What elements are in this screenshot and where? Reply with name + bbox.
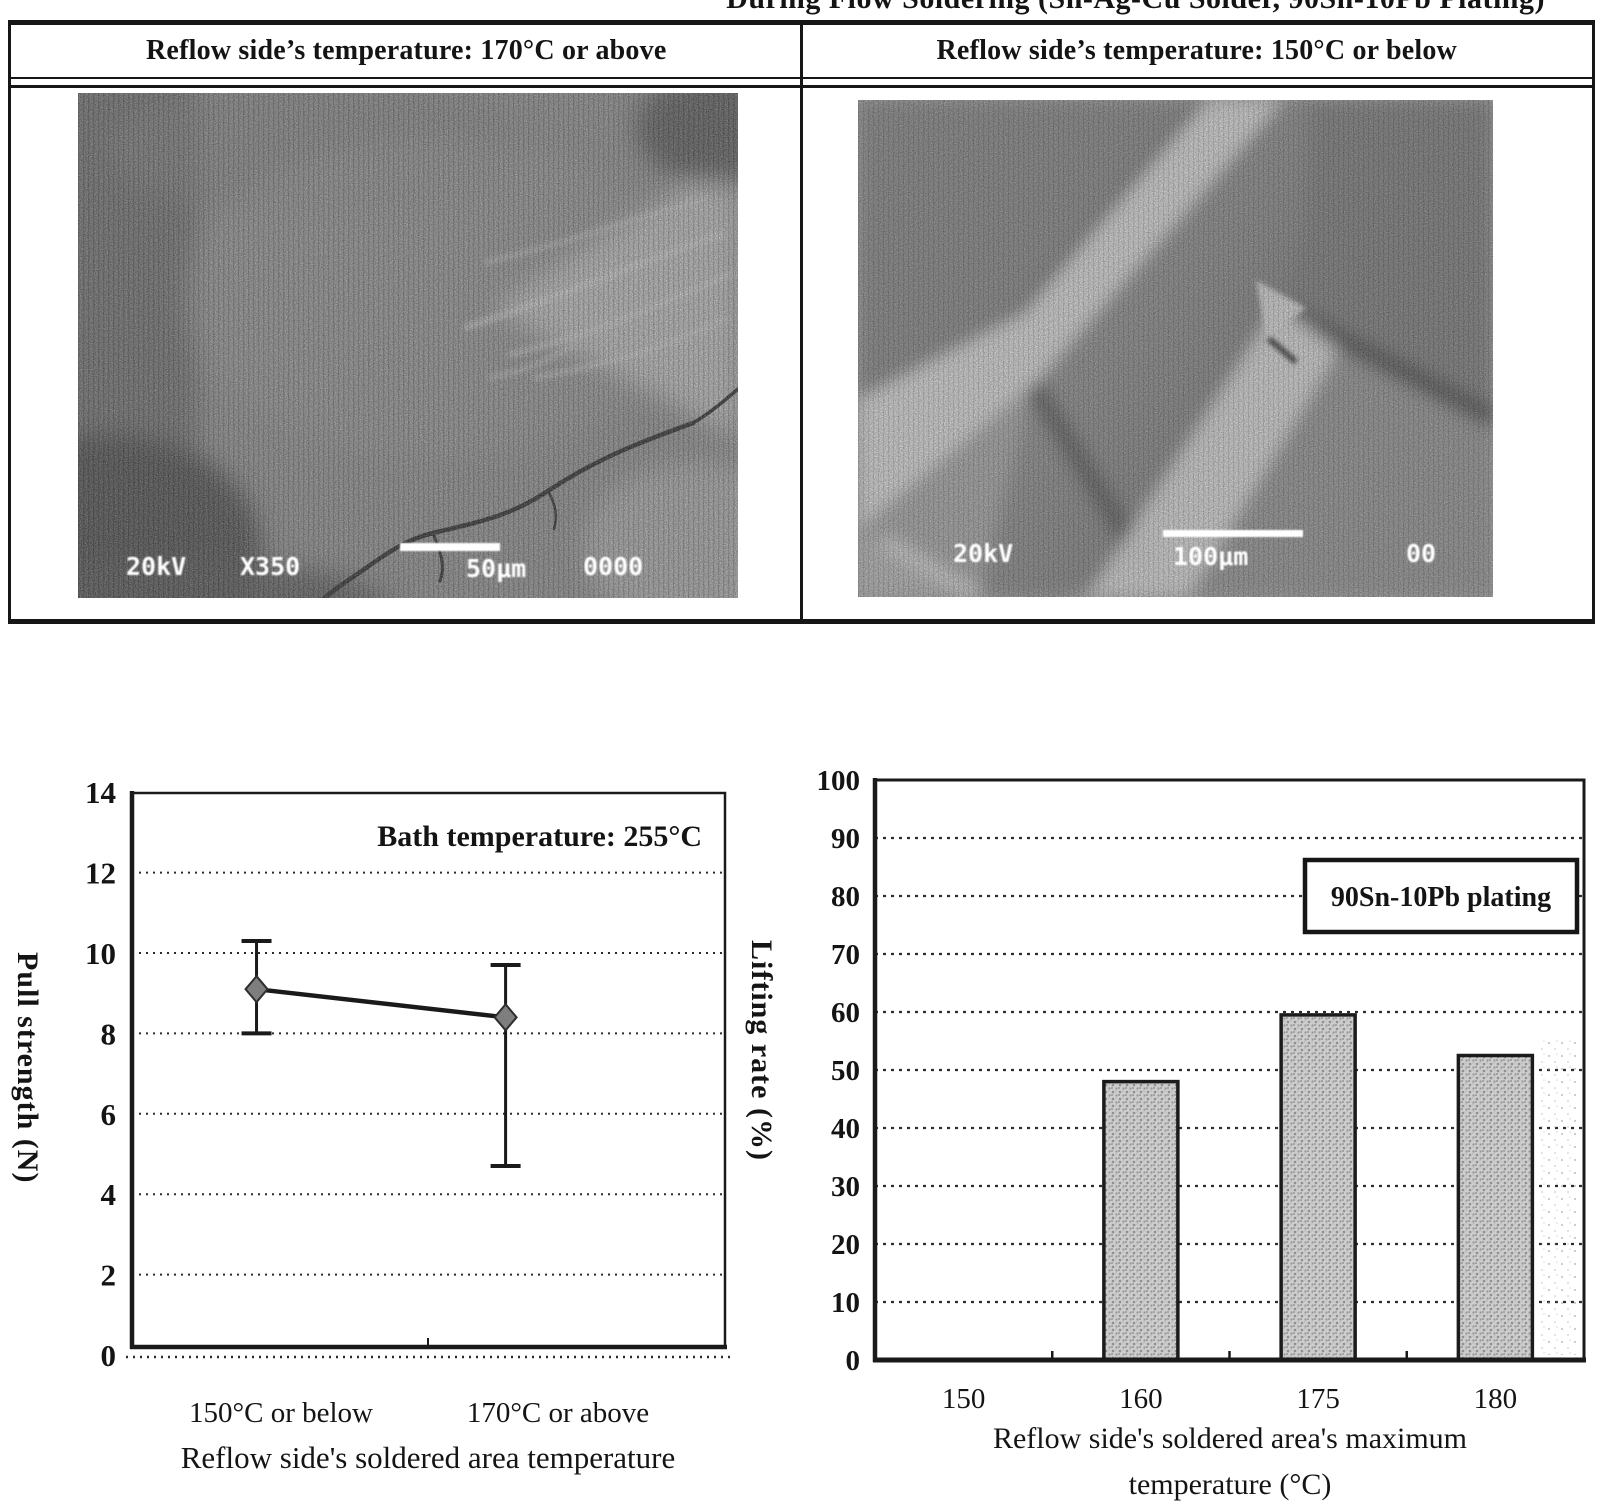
bar <box>1102 1079 1180 1362</box>
sem-stamp-scale: 50μm <box>466 554 526 583</box>
y-tick-label: 8 <box>101 1016 117 1051</box>
x-category-label: 150 <box>942 1383 986 1415</box>
sem-stamp-counter: 0000 <box>583 552 643 581</box>
lifting-rate-plot-area: 0 10 20 30 40 50 60 70 80 90 100 150 160 175 180 <box>817 765 1586 1415</box>
legend-box <box>1302 857 1580 935</box>
y-tick-label: 80 <box>831 881 860 913</box>
y-tick-label: 0 <box>846 1345 861 1377</box>
y-tick-label: 30 <box>831 1171 860 1203</box>
series-line <box>256 986 506 1020</box>
x-category-label: 180 <box>1474 1383 1518 1415</box>
sem-comparison-table: Reflow side’s temperature: 170°C or abov… <box>8 20 1595 624</box>
table-column-divider <box>800 25 803 619</box>
y-tick-label: 6 <box>101 1097 117 1132</box>
y-tick-label: 50 <box>831 1055 860 1087</box>
lifting-rate-x-axis-title-line2: temperature (°C) <box>1129 1468 1332 1501</box>
x-category-label: 170°C or above <box>467 1397 649 1429</box>
faint-print-speckle <box>1538 1040 1580 1355</box>
y-tick-label: 14 <box>85 775 116 810</box>
sem-photo-cracked-solder-art: 20kV X350 50μm 0000 <box>78 93 738 598</box>
y-tick-label: 60 <box>831 997 860 1029</box>
y-tick-label: 40 <box>831 1113 860 1145</box>
pull-strength-plot-area: 0 2 4 6 8 10 12 14 150°C or below 170°C or above <box>85 775 731 1429</box>
bar <box>1456 1053 1535 1362</box>
sem-photo-intact-fillets: 20kV 100μm 00 <box>858 100 1493 597</box>
y-tick-label: 4 <box>101 1177 117 1212</box>
y-tick-label: 70 <box>831 939 860 971</box>
y-tick-label: 12 <box>85 856 116 891</box>
pull-strength-x-axis-title: Reflow side's soldered area temperature <box>181 1440 676 1475</box>
table-header-right: Reflow side’s temperature: 150°C or belo… <box>936 35 1457 66</box>
sem-stamp-magnification: X350 <box>240 552 300 581</box>
lifting-rate-axis-label: Lifting rate (%) <box>745 940 778 1161</box>
sem-photo-cracked-solder: 20kV X350 50μm 0000 <box>78 93 738 598</box>
legend-label: 90Sn-10Pb plating <box>1331 882 1551 913</box>
clipped-page-title: During Flow Soldering (Sn-Ag-Cu Solder, … <box>620 0 1545 15</box>
y-tick-label: 2 <box>101 1258 117 1293</box>
lifting-rate-x-axis-title-line1: Reflow side's soldered area's maximum <box>993 1422 1467 1455</box>
x-category-label: 175 <box>1296 1383 1340 1415</box>
table-header-row: Reflow side’s temperature: 170°C or abov… <box>11 25 1592 77</box>
plot-frame <box>130 791 727 1349</box>
x-category-label: 160 <box>1119 1383 1163 1415</box>
sem-photo-intact-fillets-art: 20kV 100μm 00 <box>858 100 1493 597</box>
lifting-rate-chart: 0 10 20 30 40 50 60 70 80 90 100 150 160 175 180 90Sn-… <box>817 765 1586 1501</box>
y-tick-label: 100 <box>817 765 861 797</box>
y-tick-label: 20 <box>831 1229 860 1261</box>
sem-scale-bar <box>1163 530 1303 537</box>
sem-stamp-voltage: 20kV <box>126 552 186 581</box>
sem-stamp-voltage: 20kV <box>953 539 1013 568</box>
data-marker <box>244 974 269 1004</box>
sem-scale-bar <box>400 543 500 551</box>
lifting-rate-legend: 90Sn-10Pb plating <box>1302 857 1580 935</box>
y-tick-label: 90 <box>831 823 860 855</box>
table-header-left: Reflow side’s temperature: 170°C or abov… <box>146 35 667 66</box>
data-marker <box>493 1002 518 1032</box>
bath-temperature-annotation: Bath temperature: 255°C <box>377 820 702 853</box>
y-tick-label: 10 <box>85 936 116 971</box>
y-tick-label: 0 <box>101 1338 117 1373</box>
pull-strength-axis-label: Pull strength (N) <box>11 952 44 1184</box>
clipped-page-title-text: During Flow Soldering (Sn-Ag-Cu Solder, … <box>620 0 1545 15</box>
y-tick-label: 10 <box>831 1287 860 1319</box>
bar <box>1279 1013 1357 1362</box>
sem-stamp-counter: 00 <box>1406 539 1436 568</box>
sem-stamp-scale: 100μm <box>1173 542 1248 571</box>
x-category-label: 150°C or below <box>189 1397 373 1429</box>
